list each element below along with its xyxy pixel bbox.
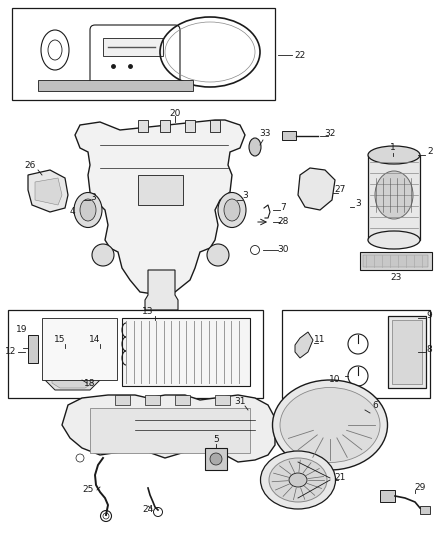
- Polygon shape: [75, 120, 245, 295]
- Ellipse shape: [64, 348, 72, 356]
- Bar: [282, 131, 296, 140]
- Ellipse shape: [249, 138, 261, 156]
- Bar: [145, 395, 160, 405]
- Text: 28: 28: [277, 217, 289, 227]
- Text: 3: 3: [242, 191, 248, 200]
- Bar: [205, 448, 227, 470]
- Text: 20: 20: [170, 109, 181, 117]
- Text: 5: 5: [213, 435, 219, 445]
- Text: 14: 14: [89, 335, 101, 344]
- Text: 21: 21: [334, 473, 346, 482]
- Ellipse shape: [368, 231, 420, 249]
- Polygon shape: [28, 170, 68, 212]
- Ellipse shape: [280, 387, 380, 463]
- Bar: [12, 8, 275, 100]
- Polygon shape: [145, 270, 178, 310]
- Text: 19: 19: [16, 326, 28, 335]
- Bar: [122, 318, 250, 386]
- Text: 9: 9: [426, 311, 432, 320]
- Bar: [160, 120, 170, 132]
- Bar: [360, 252, 432, 270]
- Text: 6: 6: [372, 400, 378, 409]
- Text: 8: 8: [426, 345, 432, 354]
- Ellipse shape: [210, 453, 222, 465]
- Bar: [42, 318, 117, 380]
- Bar: [103, 38, 163, 56]
- Text: 26: 26: [25, 160, 35, 169]
- Text: 12: 12: [5, 348, 16, 357]
- Ellipse shape: [269, 458, 327, 502]
- Bar: [392, 320, 422, 384]
- Ellipse shape: [218, 192, 246, 228]
- Text: 1: 1: [390, 143, 396, 152]
- Text: 24: 24: [142, 505, 154, 514]
- Bar: [368, 155, 420, 240]
- Bar: [28, 335, 38, 363]
- Bar: [363, 255, 428, 267]
- Ellipse shape: [368, 146, 420, 164]
- Ellipse shape: [224, 199, 240, 221]
- Text: 7: 7: [280, 204, 286, 213]
- Ellipse shape: [207, 244, 229, 266]
- Ellipse shape: [289, 473, 307, 487]
- Polygon shape: [62, 395, 275, 462]
- Text: 27: 27: [334, 185, 346, 195]
- Bar: [215, 395, 230, 405]
- Text: 31: 31: [234, 398, 246, 407]
- Polygon shape: [35, 178, 62, 205]
- Bar: [115, 395, 130, 405]
- Bar: [8, 310, 263, 398]
- Ellipse shape: [261, 451, 336, 509]
- Text: 13: 13: [142, 308, 154, 317]
- Ellipse shape: [60, 344, 76, 360]
- Ellipse shape: [93, 345, 107, 359]
- Text: 3: 3: [90, 192, 96, 201]
- Bar: [138, 175, 183, 205]
- Text: 18: 18: [84, 378, 96, 387]
- Polygon shape: [45, 368, 100, 390]
- Ellipse shape: [80, 199, 96, 221]
- Text: 32: 32: [324, 128, 336, 138]
- Text: 25: 25: [82, 486, 94, 495]
- Ellipse shape: [92, 244, 114, 266]
- Bar: [185, 120, 195, 132]
- Bar: [38, 80, 193, 91]
- Text: 29: 29: [414, 482, 426, 491]
- Polygon shape: [52, 373, 93, 388]
- Text: 2: 2: [427, 148, 433, 157]
- Text: 23: 23: [390, 273, 402, 282]
- Bar: [420, 506, 430, 514]
- Text: 11: 11: [314, 335, 326, 344]
- Text: 30: 30: [277, 246, 289, 254]
- Bar: [175, 395, 190, 405]
- Ellipse shape: [74, 192, 102, 228]
- Text: 33: 33: [259, 128, 271, 138]
- Bar: [282, 310, 430, 398]
- Ellipse shape: [272, 380, 388, 470]
- Polygon shape: [295, 332, 313, 358]
- Ellipse shape: [375, 171, 413, 219]
- Text: 4: 4: [69, 207, 75, 216]
- Text: 10: 10: [329, 376, 341, 384]
- Bar: [138, 120, 148, 132]
- Bar: [90, 408, 250, 453]
- Bar: [380, 490, 395, 502]
- Bar: [210, 120, 220, 132]
- Text: 3: 3: [355, 199, 361, 208]
- Text: 15: 15: [54, 335, 66, 344]
- Bar: [388, 316, 426, 388]
- Polygon shape: [298, 168, 335, 210]
- Text: 22: 22: [294, 51, 306, 60]
